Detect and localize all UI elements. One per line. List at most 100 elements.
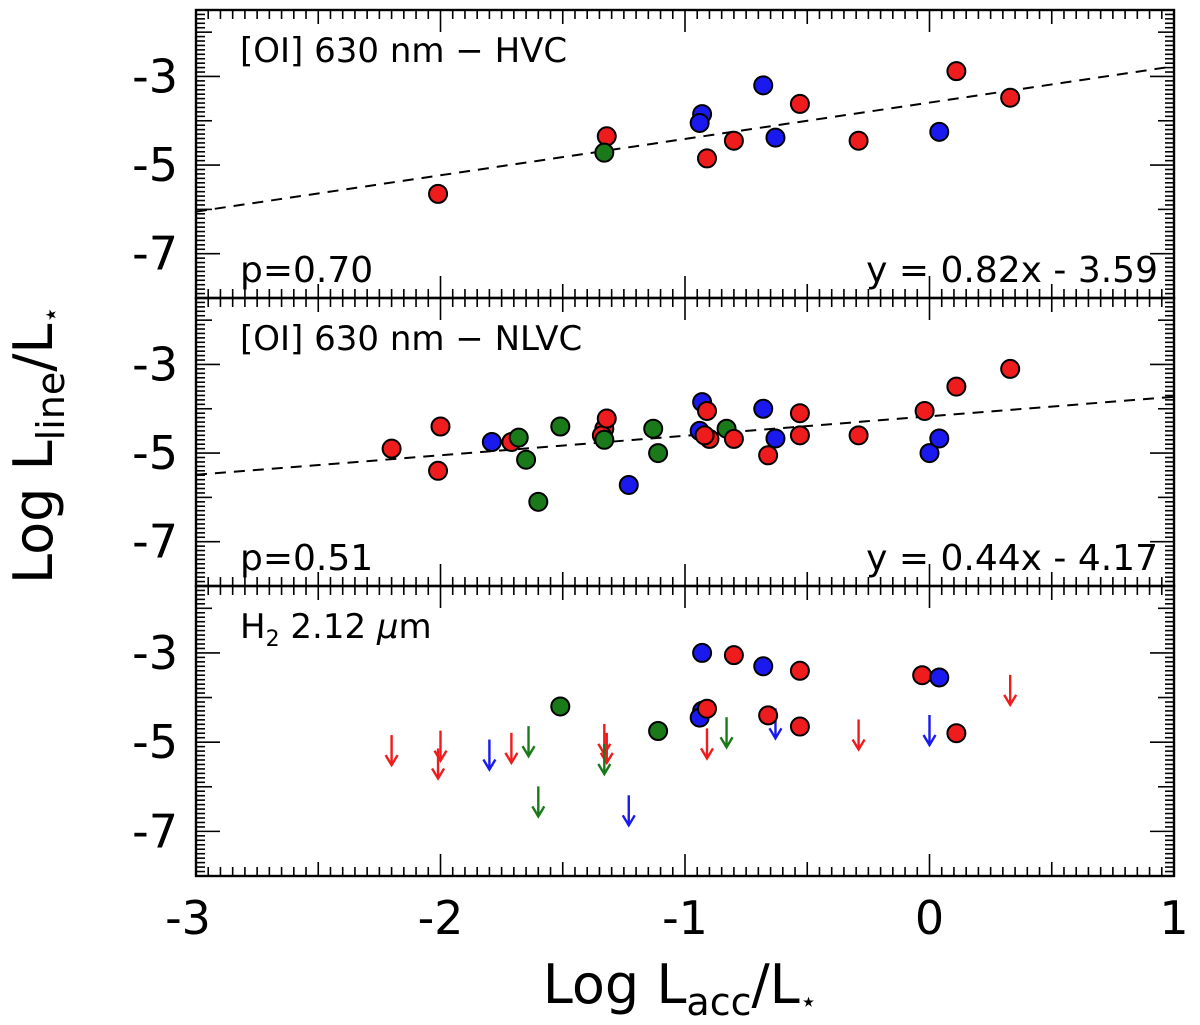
y-tick-label: -5 (132, 138, 178, 192)
data-point (430, 416, 451, 437)
upper-limit-arrow-head (699, 747, 715, 761)
data-point (765, 428, 786, 449)
data-point (946, 61, 967, 82)
panel-title-main: [OI] 630 nm − HVC (240, 31, 567, 71)
data-point (848, 130, 869, 151)
y-axis-label-star: ⋆ (34, 306, 67, 324)
data-point (694, 425, 715, 446)
data-point (516, 449, 537, 470)
y-tick-label: -5 (132, 715, 178, 769)
upper-limit-arrow-head (922, 734, 937, 748)
panel-fit-label-text: y = 0.44x - 4.17 (866, 538, 1158, 579)
data-point (550, 416, 571, 437)
upper-limit-arrow-head (431, 767, 446, 781)
upper-limit-arrow-head (597, 763, 612, 777)
data-point (648, 721, 669, 741)
data-point (848, 425, 869, 446)
x-tick-label: 1 (1159, 891, 1188, 945)
x-tick-label: -1 (662, 891, 708, 945)
data-point (914, 400, 935, 421)
upper-limit-arrow-head (433, 749, 448, 763)
data-point (723, 645, 744, 666)
x-tick-labels: -3 -2 -1 0 1 (165, 891, 1189, 945)
data-point (550, 696, 571, 717)
y-tick-label: -3 (132, 49, 178, 103)
data-point (1000, 87, 1021, 108)
data-point (697, 148, 718, 169)
y-tick-label-text: -5 (132, 715, 178, 769)
x-tick-label: 0 (915, 891, 944, 945)
upper-limit-arrow-head (719, 736, 734, 750)
data-point (946, 723, 967, 744)
y-axis-label-sub: line (29, 372, 73, 441)
x-tick-label-text: 1 (1159, 891, 1188, 945)
data-point (765, 127, 786, 148)
panels-group: -7 -5 -3 [OI] 630 nm − HVC p=0.70 y = 0.82x -… (132, 8, 1176, 878)
data-point (789, 403, 810, 424)
panel-title-tail: 2.12 (280, 607, 377, 647)
panel-frame (194, 584, 1176, 878)
y-tick-label-text: -3 (132, 626, 178, 680)
data-point (753, 75, 774, 96)
data-point (643, 418, 664, 439)
panel-title-main: H (240, 607, 266, 647)
x-axis-label: Log Lacc/L⋆ (543, 953, 818, 1024)
data-point (481, 432, 502, 452)
x-tick-label: -3 (165, 891, 211, 945)
fit-line (195, 395, 1175, 476)
upper-limit-arrow (621, 795, 636, 828)
data-point (697, 400, 718, 421)
x-axis-label-main: Log L (543, 953, 687, 1016)
panel-title-main: [OI] 630 nm − NLVC (240, 319, 582, 359)
data-point (381, 438, 402, 459)
data-point (789, 93, 810, 114)
data-point (723, 130, 744, 151)
y-axis-label-tail: /L (2, 323, 65, 371)
data-point (428, 183, 449, 204)
fit-line (195, 65, 1175, 213)
upper-limit-arrow-head (531, 805, 546, 819)
upper-limit-arrow (482, 739, 497, 772)
y-tick-label-text: -7 (132, 804, 178, 858)
panel-3: -7 -5 -3 H2 2.12 μm (132, 584, 1176, 878)
y-axis-label-main: Log L (2, 440, 65, 584)
data-point (789, 716, 810, 737)
y-axis-label: Log Lline/L⋆ (2, 306, 73, 584)
y-tick-label: -3 (132, 626, 178, 680)
upper-limit-arrow (699, 728, 715, 761)
data-point (528, 491, 549, 512)
upper-limit-arrow (719, 717, 734, 750)
x-tick-label-text: -3 (165, 891, 211, 945)
panel-2: -7 -5 -3 [OI] 630 nm − NLVC p=0.51 y = 0.44x … (132, 296, 1176, 588)
upper-limit-arrow-head (1003, 694, 1018, 708)
panel-pvalue-text: p=0.51 (240, 538, 373, 579)
data-point (929, 121, 950, 142)
upper-limit-arrow-head (521, 745, 536, 759)
y-tick-label: -5 (132, 426, 178, 480)
data-point (919, 443, 940, 464)
upper-limit-arrow-head (621, 814, 636, 828)
data-point (697, 698, 718, 719)
data-point (692, 642, 713, 663)
upper-limit-arrow-head (851, 738, 866, 752)
upper-limit-arrow-head (482, 758, 497, 772)
data-point (1000, 358, 1021, 379)
panel-title: [OI] 630 nm − NLVC (240, 319, 582, 359)
upper-limit-arrow (531, 786, 546, 819)
x-axis-label-tail: /L (751, 953, 799, 1016)
data-point (929, 428, 950, 449)
data-point (723, 428, 744, 449)
panel-pvalue-text: p=0.70 (240, 250, 373, 291)
upper-limit-arrow (599, 732, 614, 766)
x-tick-label-text: 0 (915, 891, 944, 945)
panel-title-mu: μ (376, 607, 399, 647)
upper-limit-arrow (384, 735, 399, 768)
x-tick-label-text: -2 (418, 891, 464, 945)
data-point (758, 445, 779, 466)
data-point (689, 112, 710, 133)
panel-title: [OI] 630 nm − HVC (240, 31, 567, 71)
upper-limit-arrow (1003, 674, 1018, 708)
panel-fit-label-text: y = 0.82x - 3.59 (866, 250, 1158, 291)
data-point (594, 429, 615, 450)
data-point (648, 443, 669, 464)
